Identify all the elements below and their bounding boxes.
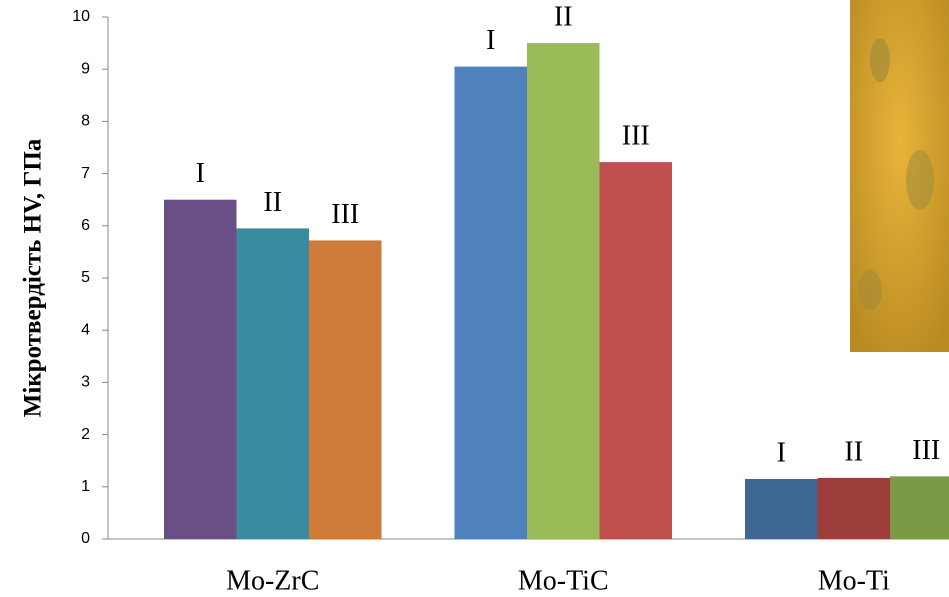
bar-label: II (263, 187, 282, 218)
micrograph-grain (858, 270, 882, 310)
y-tick-label: 5 (81, 269, 90, 286)
micrograph-grain (870, 38, 890, 82)
x-tick-label: Mo-ZrC (226, 565, 319, 596)
y-tick-label: 0 (81, 530, 90, 547)
bar-label: I (777, 437, 786, 468)
bar-label: III (622, 121, 650, 152)
y-tick-label: 7 (81, 165, 90, 182)
bar-label: II (554, 2, 573, 33)
bar-label: I (486, 25, 495, 56)
y-tick-label: 3 (81, 374, 90, 391)
bar (600, 162, 673, 539)
bar (455, 67, 528, 539)
y-tick-label: 9 (81, 60, 90, 77)
y-tick-label: 1 (81, 478, 90, 495)
chart: Мікротвердість HV, ГПа 0 1 2 3 4 5 6 7 8 9 10 Mo-Zr… (0, 0, 949, 597)
bar (309, 240, 382, 539)
y-tick-label: 4 (81, 321, 90, 338)
bar-label: III (331, 199, 359, 230)
y-tick-label: 10 (72, 8, 90, 25)
bar (237, 228, 310, 539)
bar (890, 476, 949, 539)
x-tick-label: Mo-TiC (518, 565, 609, 596)
x-tick-label: Mo-Ti (818, 565, 890, 596)
bar (164, 200, 237, 539)
micrograph-grain (906, 150, 934, 210)
bar (527, 43, 600, 539)
bar-label: II (844, 436, 863, 467)
bar (818, 478, 891, 539)
bar (745, 479, 818, 539)
y-tick-label: 8 (81, 113, 90, 130)
bar-label: III (912, 435, 940, 466)
y-axis-label: Мікротвердість HV, ГПа (20, 138, 47, 417)
bar-label: I (196, 158, 205, 189)
y-tick-label: 6 (81, 217, 90, 234)
y-tick-label: 2 (81, 426, 90, 443)
